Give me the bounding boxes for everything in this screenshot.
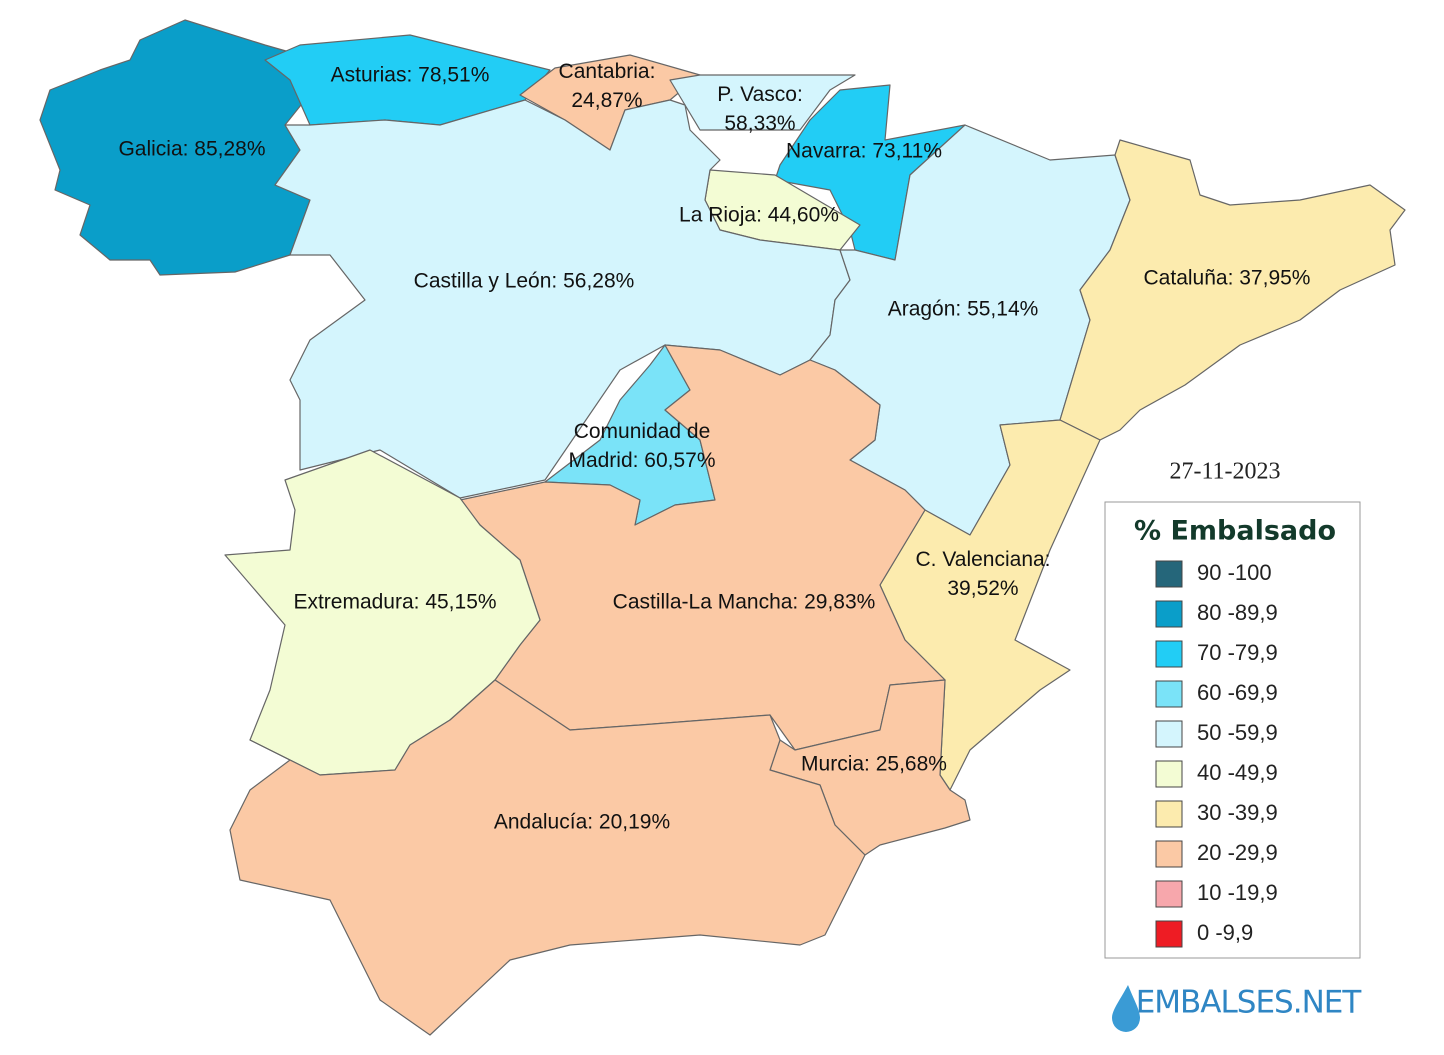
region-label: Madrid: 60,57% [568, 449, 715, 472]
region-label: 24,87% [571, 89, 642, 112]
legend-swatch [1155, 840, 1183, 868]
legend-swatch [1155, 640, 1183, 668]
legend-label: 20 -29,9 [1197, 840, 1278, 865]
region-label: Extremadura: 45,15% [293, 591, 496, 614]
region-label: Aragón: 55,14% [888, 298, 1039, 321]
legend-swatch [1155, 720, 1183, 748]
date: 27-11-2023 [1169, 459, 1280, 485]
region-label: P. Vasco: [717, 83, 803, 106]
region-label: Comunidad de [574, 420, 711, 443]
legend-label: 10 -19,9 [1197, 880, 1278, 905]
legend-label: 90 -100 [1197, 560, 1272, 585]
region-label: La Rioja: 44,60% [679, 204, 839, 227]
region-label: Cantabria: [559, 60, 656, 83]
region-label: C. Valenciana: [915, 548, 1050, 571]
legend-swatch [1155, 800, 1183, 828]
region-label: Andalucía: 20,19% [494, 811, 670, 834]
region-label: Galicia: 85,28% [118, 138, 265, 161]
region-label: Murcia: 25,68% [801, 753, 947, 776]
region-cataluna [1059, 139, 1406, 441]
legend-label: 30 -39,9 [1197, 800, 1278, 825]
legend-swatch [1155, 560, 1183, 588]
legend-label: 40 -49,9 [1197, 760, 1278, 785]
legend-label: 50 -59,9 [1197, 720, 1278, 745]
logo: EMBALSES.NET [1136, 985, 1363, 1021]
region-label: Cataluña: 37,95% [1144, 267, 1311, 290]
region-label: Castilla y León: 56,28% [414, 270, 635, 293]
legend-swatch [1155, 760, 1183, 788]
legend-swatch [1155, 600, 1183, 628]
legend-swatch [1155, 920, 1183, 948]
legend-swatch [1155, 680, 1183, 708]
legend-title: % Embalsado [1134, 516, 1336, 547]
region-label: Castilla-La Mancha: 29,83% [613, 591, 876, 614]
legend-label: 0 -9,9 [1197, 920, 1253, 945]
region-label: 39,52% [947, 577, 1018, 600]
legend-label: 60 -69,9 [1197, 680, 1278, 705]
legend-label: 70 -79,9 [1197, 640, 1278, 665]
region-andalucia [229, 679, 866, 1036]
legend-swatch [1155, 880, 1183, 908]
region-label: Asturias: 78,51% [331, 64, 490, 87]
region-label: 58,33% [724, 112, 795, 135]
legend-label: 80 -89,9 [1197, 600, 1278, 625]
legend-box [1104, 501, 1361, 959]
logo-drop [1112, 985, 1140, 1032]
region-label: Navarra: 73,11% [786, 140, 942, 163]
region-pais-vasco [669, 74, 856, 131]
